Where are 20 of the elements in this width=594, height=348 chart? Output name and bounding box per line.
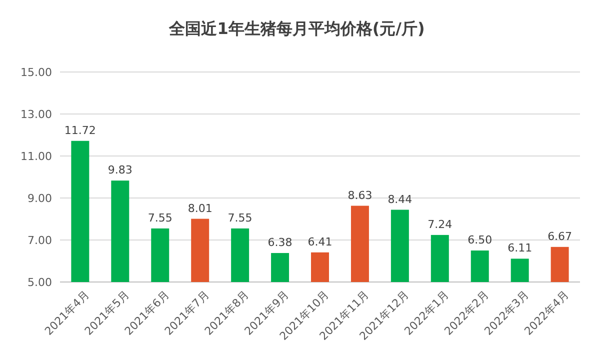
data-label: 9.83: [108, 164, 132, 177]
data-label: 6.67: [548, 230, 572, 243]
data-label: 6.11: [508, 242, 532, 255]
data-label: 7.55: [148, 211, 172, 224]
y-tick-label: 13.00: [20, 108, 52, 121]
data-label: 8.44: [388, 192, 412, 206]
data-label: 8.01: [188, 202, 212, 215]
data-label: 6.38: [268, 236, 292, 250]
data-label: 11.72: [64, 124, 96, 137]
data-label: 6.41: [308, 235, 332, 248]
y-tick-label: 5.00: [28, 276, 52, 289]
y-tick-label: 9.00: [28, 192, 52, 205]
data-label: 7.55: [228, 211, 252, 224]
y-tick-label: 11.00: [20, 150, 52, 163]
data-label: 7.24: [428, 218, 452, 231]
data-label: 6.50: [468, 234, 492, 246]
data-label: 8.63: [348, 188, 372, 202]
y-tick-label: 15.00: [20, 66, 52, 79]
y-tick-label: 7.00: [28, 234, 52, 247]
chart-title: 全国近1年生猪每月平均价格(元/斤): [168, 19, 425, 38]
